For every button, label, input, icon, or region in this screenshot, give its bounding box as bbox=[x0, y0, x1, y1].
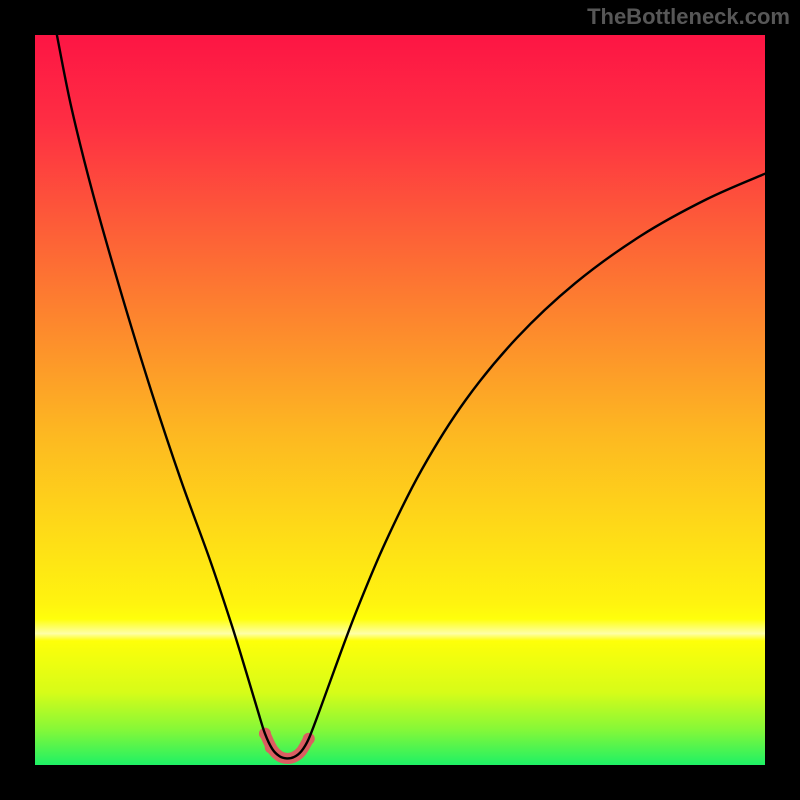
chart-plot-area bbox=[35, 35, 765, 765]
watermark-text: TheBottleneck.com bbox=[587, 4, 790, 30]
chart-svg bbox=[35, 35, 765, 765]
chart-background bbox=[35, 35, 765, 765]
